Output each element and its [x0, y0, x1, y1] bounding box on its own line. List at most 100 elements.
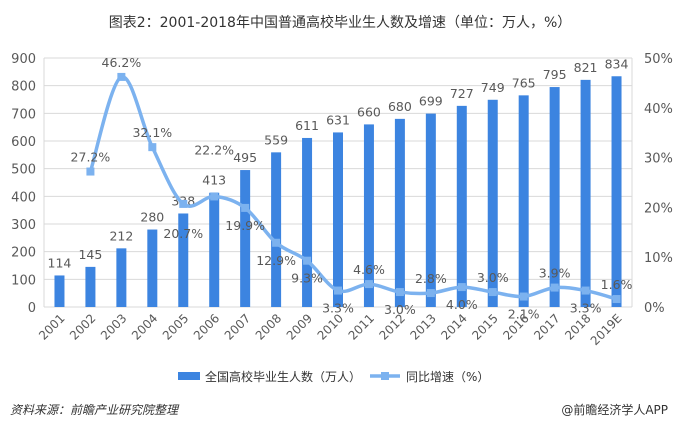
y-left-tick: 600 [11, 135, 36, 150]
x-tick: 2003 [98, 311, 129, 342]
y-left-tick: 500 [11, 163, 36, 178]
line-marker [488, 288, 497, 297]
bar-value-label: 631 [326, 112, 350, 127]
brand-label: @前瞻经济学人APP [561, 403, 668, 417]
x-tick: 2004 [129, 311, 160, 342]
y-left-tick: 100 [11, 273, 36, 288]
bar [425, 113, 436, 307]
line-marker [426, 289, 435, 298]
bar [178, 213, 189, 307]
line-marker [581, 286, 590, 295]
x-tick: 2002 [67, 311, 98, 342]
bar [85, 266, 96, 307]
x-tick: 2001 [36, 311, 67, 342]
bar-value-label: 495 [233, 150, 257, 165]
bar [394, 118, 405, 307]
bar [518, 95, 529, 307]
bar-value-label: 680 [388, 99, 412, 114]
line-marker [334, 286, 342, 295]
line-value-label: 19.9% [225, 218, 265, 233]
bar-value-label: 114 [48, 255, 72, 270]
legend-bar-label: 全国高校毕业生人数（万人） [205, 369, 361, 384]
x-tick: 2006 [191, 311, 222, 342]
line-value-label: 1.6% [601, 277, 633, 292]
bar [302, 137, 313, 307]
legend-line-marker [381, 372, 389, 380]
legend-bar-swatch [178, 372, 200, 380]
x-tick: 2015 [469, 311, 500, 342]
x-tick: 2007 [222, 311, 253, 342]
x-tick: 2010 [315, 311, 346, 342]
y-right-tick: 50% [644, 52, 673, 67]
legend-line-label: 同比增速（%） [406, 370, 489, 384]
bar-value-label: 749 [481, 80, 505, 95]
x-tick: 2019E [588, 311, 625, 348]
line-value-label: 12.9% [256, 253, 296, 268]
x-tick: 2005 [160, 311, 191, 342]
y-left-tick: 700 [11, 107, 36, 122]
line-value-label: 27.2% [71, 150, 111, 165]
x-tick: 2011 [346, 311, 377, 342]
line-value-label: 3.0% [384, 302, 416, 317]
line-marker [117, 72, 126, 81]
x-tick: 2009 [284, 311, 315, 342]
bar-value-label: 559 [264, 132, 288, 147]
bar [240, 170, 251, 307]
y-right-tick: 0% [644, 301, 665, 316]
bar [271, 152, 282, 307]
y-left-tick: 200 [11, 246, 36, 261]
y-left-tick: 300 [11, 218, 36, 233]
line-value-label: 2.8% [415, 271, 447, 286]
line-value-label: 2.1% [508, 307, 540, 322]
line-marker [457, 283, 466, 292]
chart-title: 图表2：2001-2018年中国普通高校毕业生人数及增速（单位：万人，%） [108, 15, 572, 31]
line-value-label: 22.2% [194, 143, 234, 158]
bar [456, 105, 467, 307]
line-value-label: 3.9% [539, 266, 571, 281]
y-right-tick: 40% [644, 102, 673, 117]
line-marker [612, 295, 621, 304]
line-value-label: 4.6% [353, 262, 385, 277]
bar [487, 99, 498, 307]
bar [611, 76, 622, 307]
bar [333, 132, 343, 307]
bar [147, 229, 158, 307]
line-value-label: 46.2% [102, 55, 142, 70]
bar-value-label: 821 [574, 60, 598, 75]
bar-value-label: 611 [295, 118, 319, 133]
line-marker [550, 283, 559, 292]
line-value-label: 3.3% [570, 301, 602, 316]
y-right-tick: 20% [644, 201, 673, 216]
bar-value-label: 727 [450, 86, 474, 101]
x-tick: 2008 [253, 311, 284, 342]
bar [549, 87, 560, 307]
y-left-tick: 400 [11, 190, 36, 205]
bar [54, 275, 65, 307]
bar-value-label: 660 [357, 104, 381, 119]
line-marker [86, 167, 95, 176]
bar-value-label: 795 [543, 67, 567, 82]
line-value-label: 9.3% [291, 271, 323, 286]
line-value-label: 20.7% [163, 226, 203, 241]
line-marker [272, 238, 281, 247]
line-value-label: 3.3% [322, 301, 354, 316]
line-marker [303, 256, 312, 265]
line-marker [364, 280, 373, 289]
bar [580, 79, 591, 308]
y-right-tick: 10% [644, 251, 673, 266]
bar-value-label: 834 [605, 56, 629, 71]
bar-value-label: 765 [512, 75, 536, 90]
bar-value-label: 145 [78, 247, 102, 262]
bar [209, 192, 220, 307]
line-marker [395, 288, 404, 297]
line-marker [241, 203, 250, 212]
bar [363, 124, 374, 308]
line-value-label: 32.1% [132, 125, 172, 140]
y-left-tick: 900 [11, 52, 36, 67]
y-right-tick: 30% [644, 152, 673, 167]
y-left-tick: 800 [11, 80, 36, 95]
line-marker [148, 143, 157, 152]
y-left-tick: 0 [28, 301, 36, 316]
